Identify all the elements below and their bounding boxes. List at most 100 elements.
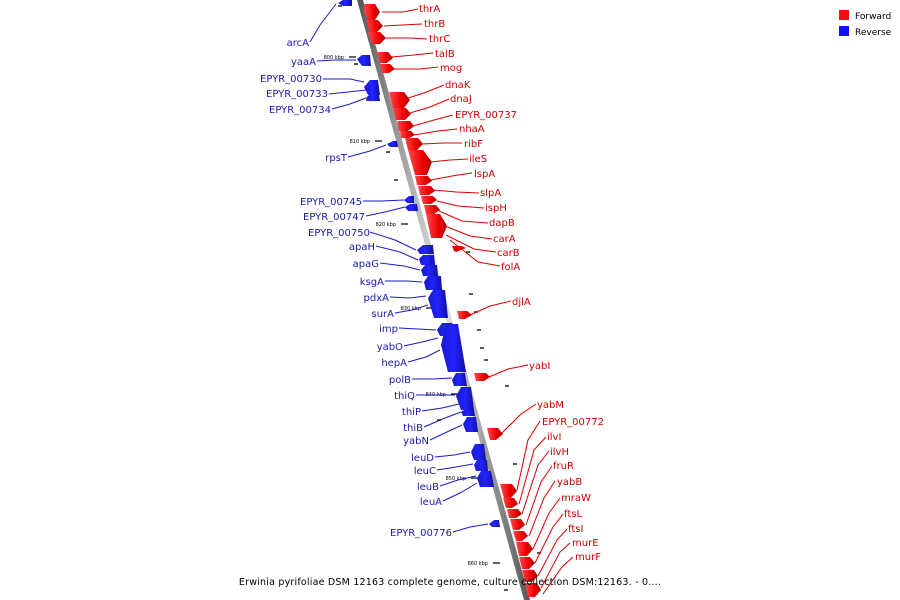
gene-block-reverse bbox=[477, 471, 494, 487]
reverse-leaders bbox=[309, 3, 489, 533]
reverse-genes bbox=[338, 0, 500, 527]
gene-label-forward: ileS bbox=[469, 154, 487, 165]
gene-block-reverse bbox=[417, 245, 434, 254]
gene-block-reverse bbox=[452, 373, 467, 386]
gene-label-forward: ribF bbox=[464, 139, 483, 150]
gene-block-forward bbox=[366, 20, 383, 32]
legend-label-reverse: Reverse bbox=[855, 28, 892, 38]
gene-block-reverse bbox=[471, 444, 486, 460]
gene-label-reverse: polB bbox=[389, 375, 411, 386]
gene-label-reverse: surA bbox=[372, 309, 395, 320]
gene-block-forward bbox=[368, 32, 386, 44]
gene-block-forward bbox=[516, 542, 533, 556]
gene-label-forward: yabB bbox=[557, 477, 582, 488]
gene-block-reverse bbox=[461, 410, 475, 416]
gene-block-forward bbox=[377, 52, 393, 63]
gene-label-reverse: leuB bbox=[417, 482, 439, 493]
forward-genes bbox=[364, 4, 541, 597]
gene-label-reverse: rpsT bbox=[325, 153, 348, 164]
gene-label-forward: djlA bbox=[512, 297, 531, 308]
ruler-label: 800 kbp bbox=[324, 55, 344, 61]
gene-label-forward: talB bbox=[435, 49, 455, 60]
gene-block-forward bbox=[457, 311, 472, 319]
gene-block-forward bbox=[474, 373, 490, 381]
gene-block-reverse bbox=[405, 204, 418, 211]
gene-block-reverse bbox=[424, 276, 442, 290]
gene-label-forward: thrB bbox=[424, 19, 445, 30]
gene-label-reverse: EPYR_00750 bbox=[308, 228, 370, 239]
gene-block-reverse bbox=[474, 460, 488, 471]
legend-label-forward: Forward bbox=[855, 12, 891, 22]
gene-block-reverse bbox=[428, 290, 448, 318]
gene-label-reverse: leuA bbox=[420, 497, 442, 508]
gene-label-forward: ilvH bbox=[550, 447, 569, 458]
gene-block-forward bbox=[513, 531, 528, 541]
gene-block-forward bbox=[452, 246, 466, 252]
ruler-label: 850 kbp bbox=[446, 476, 466, 482]
gene-label-forward: lspA bbox=[474, 169, 495, 180]
gene-label-reverse: leuC bbox=[414, 466, 436, 477]
gene-label-reverse: imp bbox=[379, 324, 398, 335]
gene-block-forward bbox=[525, 583, 541, 597]
forward-gene-labels: thrA thrB thrC talB mog dnaK dnaJ EPYR_0… bbox=[419, 4, 604, 563]
gene-block-forward bbox=[364, 4, 380, 20]
gene-block-forward bbox=[397, 121, 414, 131]
gene-label-forward: folA bbox=[501, 262, 520, 273]
gene-block-forward bbox=[380, 64, 395, 73]
gene-label-forward: nhaA bbox=[459, 124, 485, 135]
gene-block-forward bbox=[500, 484, 517, 498]
intergenic-markers bbox=[338, 5, 541, 591]
gene-block-forward bbox=[426, 214, 447, 238]
gene-label-forward: carA bbox=[493, 234, 516, 245]
gene-label-forward: mraW bbox=[561, 493, 591, 504]
gene-label-reverse: EPYR_00747 bbox=[303, 212, 365, 223]
gene-label-reverse: thiQ bbox=[394, 391, 415, 402]
gene-block-reverse bbox=[463, 417, 478, 432]
gene-label-reverse: thiB bbox=[403, 423, 423, 434]
gene-label-reverse: pdxA bbox=[364, 293, 390, 304]
gene-label-forward: dapB bbox=[489, 218, 515, 229]
gene-label-reverse: yaaA bbox=[291, 57, 316, 68]
gene-label-forward: dnaK bbox=[445, 80, 471, 91]
gene-label-forward: thrC bbox=[429, 34, 450, 45]
gene-block-reverse bbox=[364, 80, 380, 95]
gene-block-reverse bbox=[421, 265, 438, 276]
gene-label-forward: yabM bbox=[537, 400, 564, 411]
gene-label-forward: ftsI bbox=[568, 524, 583, 535]
ruler-label: 810 kbp bbox=[350, 139, 370, 145]
gene-block-reverse bbox=[456, 387, 474, 410]
gene-label-forward: EPYR_00772 bbox=[542, 417, 604, 428]
gene-label-forward: yabI bbox=[529, 361, 550, 372]
gene-block-forward bbox=[522, 570, 538, 582]
gene-block-forward bbox=[487, 428, 503, 440]
gene-label-reverse: thiP bbox=[402, 407, 421, 418]
gene-block-reverse bbox=[338, 0, 352, 6]
gene-block-forward bbox=[418, 186, 435, 195]
ruler-label: 830 kbp bbox=[401, 306, 421, 312]
forward-leaders bbox=[382, 8, 574, 595]
gene-label-reverse: apaH bbox=[349, 242, 375, 253]
gene-block-forward bbox=[519, 557, 535, 569]
gene-label-forward: murF bbox=[575, 552, 601, 563]
gene-block-forward bbox=[510, 519, 525, 530]
gene-block-reverse bbox=[366, 94, 380, 101]
gene-label-forward: ftsL bbox=[564, 509, 582, 520]
gene-label-forward: EPYR_00737 bbox=[455, 110, 517, 121]
gene-label-reverse: leuD bbox=[411, 453, 434, 464]
gene-block-forward bbox=[507, 509, 522, 518]
gene-label-reverse: yabN bbox=[403, 436, 429, 447]
genome-caption: Erwinia pyrifoliae DSM 12163 complete ge… bbox=[238, 577, 662, 588]
gene-label-forward: carB bbox=[497, 248, 520, 259]
gene-block-reverse bbox=[357, 55, 371, 66]
gene-label-forward: fruR bbox=[553, 461, 574, 472]
gene-block-forward bbox=[503, 498, 518, 508]
gene-label-reverse: arcA bbox=[287, 38, 310, 49]
gene-block-forward bbox=[400, 131, 415, 138]
legend-swatch-reverse bbox=[839, 26, 849, 36]
gene-block-reverse bbox=[404, 196, 414, 203]
ruler-label: 820 kbp bbox=[376, 222, 396, 228]
gene-block-forward bbox=[393, 108, 411, 120]
gene-block-forward bbox=[405, 138, 423, 150]
gene-block-forward bbox=[415, 176, 432, 185]
